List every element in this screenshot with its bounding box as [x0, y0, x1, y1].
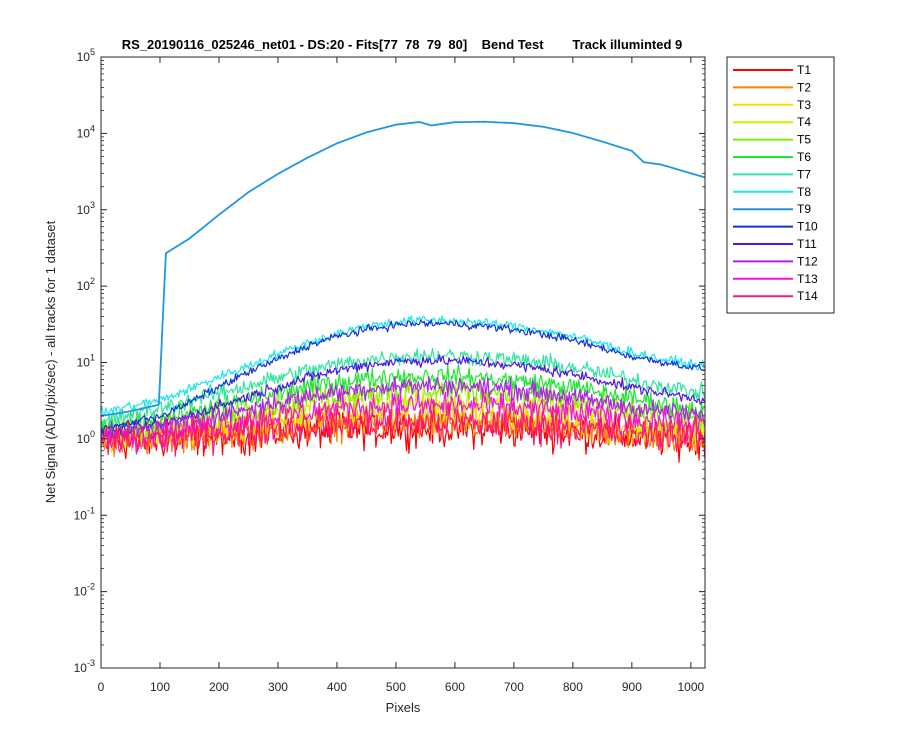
- x-tick-label: 900: [622, 680, 642, 694]
- y-tick-label: 102: [77, 276, 95, 293]
- y-tick-label: 10-1: [74, 505, 95, 522]
- y-tick-exponent: 2: [90, 276, 95, 286]
- y-tick-exponent: 3: [90, 200, 95, 210]
- legend-label: T9: [797, 202, 811, 216]
- x-tick-label: 300: [268, 680, 288, 694]
- x-tick-label: 200: [209, 680, 229, 694]
- y-tick-exponent: -1: [87, 505, 95, 515]
- y-tick-label: 101: [77, 353, 95, 370]
- y-axis-label: Net Signal (ADU/pix/sec) - all tracks fo…: [43, 220, 58, 503]
- y-tick-exponent: 4: [90, 123, 95, 133]
- y-tick-base: 10: [77, 126, 91, 140]
- legend-label: T12: [797, 254, 818, 268]
- plot-frame: [100, 56, 706, 669]
- y-tick-base: 10: [74, 508, 88, 522]
- legend-label: T8: [797, 185, 811, 199]
- y-tick-base: 10: [77, 432, 91, 446]
- series-line-t11: [100, 354, 706, 439]
- y-tick-label: 103: [77, 200, 95, 217]
- y-tick-exponent: 5: [90, 47, 95, 57]
- x-tick-label: 600: [445, 680, 465, 694]
- legend-label: T3: [797, 98, 811, 112]
- series-line-t13: [100, 388, 706, 455]
- x-tick-label: 0: [98, 680, 105, 694]
- y-tick-exponent: 1: [90, 353, 95, 363]
- x-tick-label: 400: [327, 680, 347, 694]
- series-line-t14: [100, 401, 706, 457]
- legend-label: T6: [797, 150, 811, 164]
- x-tick-label: 1000: [677, 680, 704, 694]
- series-line-t6: [100, 364, 706, 436]
- y-tick-exponent: 0: [90, 429, 95, 439]
- legend-label: T13: [797, 272, 818, 286]
- x-axis-label: Pixels: [386, 700, 421, 715]
- y-tick-exponent: -3: [87, 658, 95, 668]
- legend: T1 T2 T3 T4 T5 T6 T7 T8 T9 T10 T11 T12 T13 T14: [726, 56, 835, 314]
- y-tick-base: 10: [74, 661, 88, 675]
- y-tick-label: 10-3: [74, 658, 95, 675]
- series-line-t9: [100, 120, 706, 417]
- x-tick-label: 100: [150, 680, 170, 694]
- legend-label: T7: [797, 167, 811, 181]
- y-tick-base: 10: [77, 356, 91, 370]
- legend-label: T11: [797, 237, 817, 251]
- legend-box: [726, 56, 835, 314]
- x-tick-label: 700: [504, 680, 524, 694]
- chart-title: RS_20190116_025246_net01 - DS:20 - Fits[…: [122, 37, 682, 52]
- x-tick-label: 500: [386, 680, 406, 694]
- y-tick-label: 100: [77, 429, 95, 446]
- y-tick-label: 105: [77, 47, 95, 64]
- series-line-t10: [100, 319, 706, 435]
- legend-label: T4: [797, 115, 811, 129]
- x-axis: 0 100 200 300 400 500 600 700 800 900 1000: [98, 57, 705, 694]
- y-tick-base: 10: [77, 279, 91, 293]
- y-tick-base: 10: [77, 50, 91, 64]
- x-tick-label: 800: [563, 680, 583, 694]
- legend-label: T10: [797, 220, 818, 234]
- legend-label: T14: [797, 289, 818, 303]
- y-tick-label: 10-2: [74, 582, 95, 599]
- y-tick-exponent: -2: [87, 582, 95, 592]
- plot-area: [100, 120, 706, 463]
- y-tick-base: 10: [74, 585, 88, 599]
- legend-label: T2: [797, 80, 811, 94]
- series-line-t8: [100, 315, 706, 417]
- y-tick-base: 10: [77, 203, 91, 217]
- series-line-t7: [100, 347, 706, 425]
- legend-label: T5: [797, 133, 811, 147]
- legend-label: T1: [797, 63, 811, 77]
- y-tick-label: 104: [77, 123, 95, 140]
